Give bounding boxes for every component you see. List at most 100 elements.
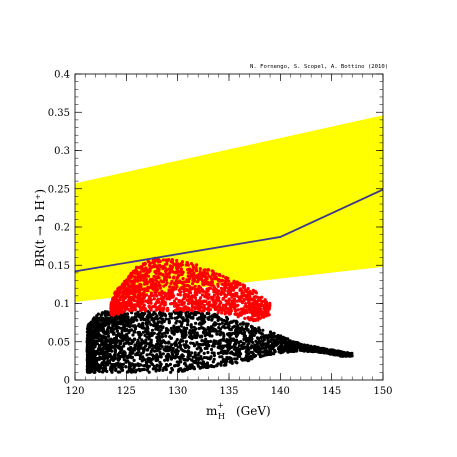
ticks-layer: 120 125 130 135 140 145 150 0 0.05 0.1 0.15 0.2 0.25… (48, 70, 393, 398)
scatter-point (214, 287, 218, 292)
scatter-point (165, 268, 169, 272)
scatter-point (259, 342, 263, 346)
scatter-point (116, 358, 121, 362)
scatter-point (219, 350, 224, 354)
scatter-point (115, 302, 119, 306)
scatter-point (212, 275, 216, 279)
scatter-point (202, 319, 206, 323)
scatter-point (158, 350, 162, 355)
scatter-point (224, 360, 228, 364)
scatter-point (255, 336, 260, 340)
scatter-point (102, 358, 106, 362)
y-tick-label: 0.25 (48, 184, 70, 195)
series-red (109, 256, 272, 323)
scatter-point (202, 330, 206, 334)
scatter-point (97, 347, 101, 351)
scatter-point (136, 348, 141, 352)
scatter-point (211, 303, 215, 307)
scatter-point (158, 284, 162, 288)
scatter-point (156, 339, 160, 343)
scatter-point (266, 306, 270, 310)
scatter-point (262, 315, 266, 319)
scatter-point (148, 352, 152, 356)
scatter-point (100, 327, 104, 331)
scatter-point (227, 279, 231, 283)
scatter-point (267, 333, 271, 337)
scatter-point (143, 282, 147, 286)
theory-line (74, 188, 384, 273)
scatter-point (167, 341, 171, 345)
scatter-point (236, 303, 240, 307)
scatter-point (128, 319, 132, 323)
scatter-point (132, 358, 136, 362)
scatter-point (142, 274, 146, 278)
scatter-point (91, 346, 95, 350)
scatter-point (152, 310, 156, 314)
scatter-point (234, 351, 238, 355)
scatter-point (135, 303, 139, 307)
scatter-point (309, 349, 314, 353)
scatter-point (189, 272, 193, 277)
scatter-point (233, 305, 237, 309)
scatter-point (215, 313, 219, 317)
scatter-point (165, 259, 169, 263)
scatter-point (97, 352, 101, 356)
scatter-point (185, 306, 189, 310)
scatter-point (188, 353, 192, 358)
scatter-point (155, 306, 159, 310)
scatter-point (98, 357, 102, 361)
scatter-point (198, 346, 202, 350)
scatter-point (200, 321, 204, 325)
scatter-point (193, 295, 197, 299)
scatter-point (251, 307, 255, 311)
scatter-point (157, 281, 161, 285)
scatter-point (102, 354, 106, 358)
scatter-point (222, 363, 227, 367)
scatter-point (118, 298, 122, 302)
scatter-point (254, 295, 258, 299)
scatter-point (253, 313, 257, 318)
scatter-point (233, 342, 237, 347)
scatter-point (195, 289, 199, 293)
scatter-point (246, 322, 250, 326)
scatter-point (144, 320, 148, 325)
scatter-point (203, 294, 207, 298)
scatter-point (132, 281, 136, 285)
scatter-point (189, 324, 193, 328)
scatter-point (133, 337, 137, 341)
scatter-point (145, 315, 149, 319)
scatter-point (199, 326, 203, 330)
scatter-point (129, 306, 133, 310)
scatter-point (153, 282, 158, 286)
scatter-point (299, 345, 303, 349)
credit-annotation: N. Fornengo, S. Scopel, A. Bottino (2010… (250, 64, 388, 70)
scatter-point (174, 349, 178, 353)
scatter-point (161, 258, 165, 262)
scatter-point (151, 283, 155, 287)
scatter-point (206, 327, 210, 331)
scatter-point (212, 357, 216, 361)
scatter-point (207, 268, 211, 272)
scatter-point (188, 285, 192, 289)
scatter-point (92, 349, 96, 353)
scatter-point (200, 335, 204, 339)
scatter-point (207, 274, 211, 278)
scatter-point (113, 346, 117, 350)
scatter-point (191, 355, 195, 359)
scatter-point (133, 284, 137, 288)
scatter-point (171, 348, 175, 353)
scatter-point (168, 293, 172, 297)
scatter-point (87, 347, 91, 351)
scatter-point (126, 302, 130, 307)
scatter-point (169, 302, 173, 306)
y-tick-label: 0.15 (48, 261, 70, 272)
scatter-point (115, 329, 119, 333)
scatter-point (141, 355, 145, 359)
scatter-point (312, 346, 316, 350)
scatter-point (223, 350, 227, 354)
scatter-point (304, 348, 308, 352)
scatter-point (156, 342, 160, 346)
scatter-point (209, 280, 213, 284)
scatter-point (174, 343, 178, 347)
scatter-point (117, 351, 121, 355)
